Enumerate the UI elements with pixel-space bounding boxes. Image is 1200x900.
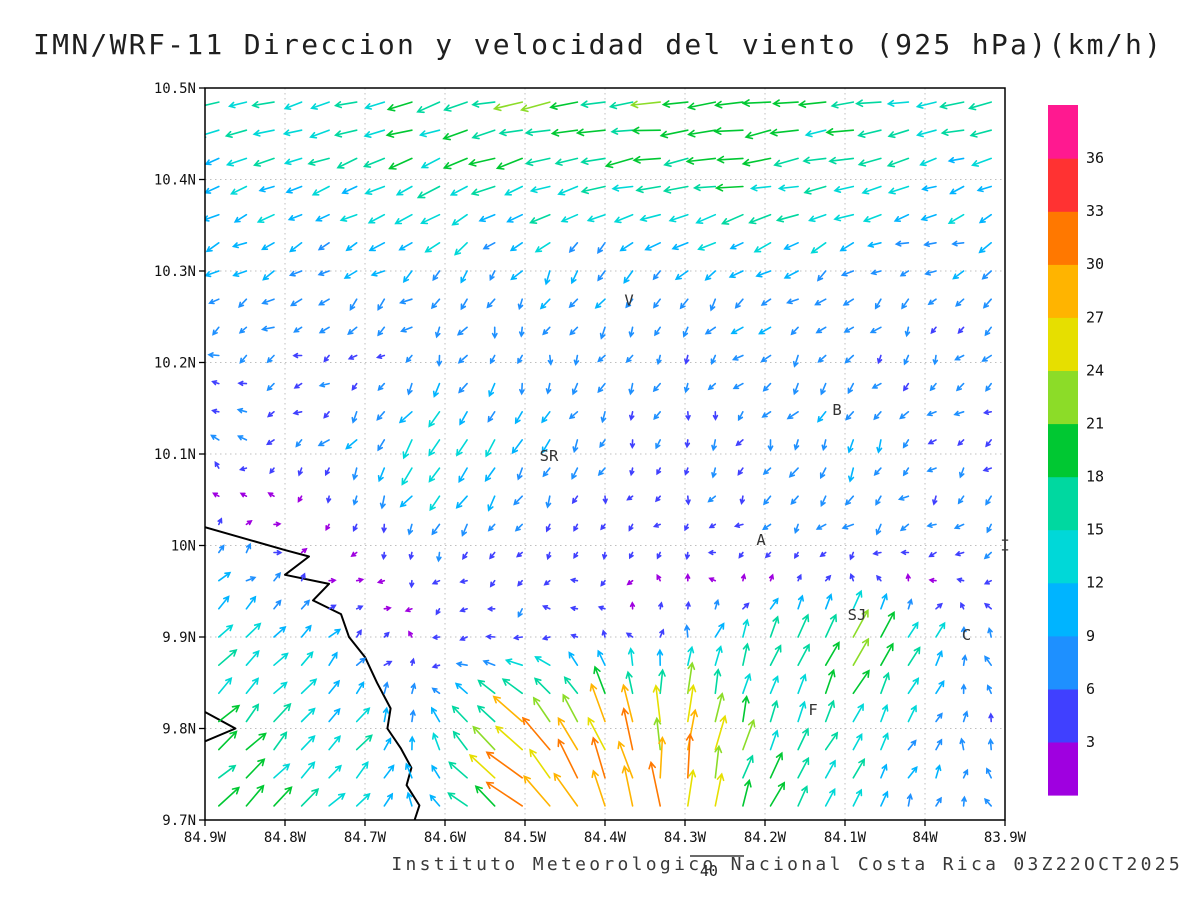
svg-text:84.9W: 84.9W (184, 830, 227, 846)
svg-text:9: 9 (1086, 627, 1095, 645)
svg-text:C: C (962, 626, 971, 644)
svg-text:12: 12 (1086, 574, 1104, 592)
svg-text:9.7N: 9.7N (162, 813, 196, 829)
svg-text:24: 24 (1086, 361, 1104, 379)
svg-text:30: 30 (1086, 255, 1104, 273)
svg-text:21: 21 (1086, 415, 1104, 433)
svg-text:B: B (832, 401, 841, 419)
svg-text:84.8W: 84.8W (264, 830, 307, 846)
chart-title: IMN/WRF-11 Direccion y velocidad del vie… (33, 28, 1164, 61)
svg-text:27: 27 (1086, 308, 1104, 326)
colorbar (1048, 105, 1078, 796)
station-labels: V SR B A SJ C F I (540, 291, 1010, 719)
y-axis-labels: 9.7N 9.8N 9.9N 10N 10.1N 10.2N 10.3N 10.4N 10.5N (154, 81, 196, 829)
svg-text:F: F (808, 701, 817, 719)
svg-text:83.9W: 83.9W (984, 830, 1027, 846)
svg-text:84.1W: 84.1W (824, 830, 867, 846)
svg-text:A: A (756, 531, 766, 549)
svg-text:3: 3 (1086, 733, 1095, 751)
svg-text:V: V (624, 291, 633, 309)
svg-text:84.2W: 84.2W (744, 830, 787, 846)
svg-text:I: I (1000, 537, 1009, 555)
svg-text:9.9N: 9.9N (162, 630, 196, 646)
svg-text:84.4W: 84.4W (584, 830, 627, 846)
svg-text:84.5W: 84.5W (504, 830, 547, 846)
svg-text:10N: 10N (171, 539, 196, 555)
svg-text:SR: SR (540, 447, 559, 465)
reference-vector: 40 (690, 855, 744, 880)
svg-text:10.4N: 10.4N (154, 173, 196, 189)
wind-arrows (205, 99, 994, 807)
svg-text:84.6W: 84.6W (424, 830, 467, 846)
svg-text:15: 15 (1086, 521, 1104, 539)
svg-text:18: 18 (1086, 468, 1104, 486)
svg-text:9.8N: 9.8N (162, 722, 196, 738)
svg-text:10.3N: 10.3N (154, 264, 196, 280)
svg-text:10.1N: 10.1N (154, 447, 196, 463)
x-axis-labels: 84.9W 84.8W 84.7W 84.6W 84.5W 84.4W 84.3W 84.2W… (184, 830, 1027, 846)
footer-credit: Instituto Meteorologico Nacional Costa R… (391, 854, 1183, 875)
svg-text:84.3W: 84.3W (664, 830, 707, 846)
svg-text:36: 36 (1086, 149, 1104, 167)
svg-text:84W: 84W (912, 830, 938, 846)
svg-text:84.7W: 84.7W (344, 830, 387, 846)
svg-text:6: 6 (1086, 680, 1095, 698)
reference-vector-label: 40 (700, 862, 718, 880)
coastline (205, 526, 421, 820)
svg-text:10.5N: 10.5N (154, 81, 196, 97)
svg-text:10.2N: 10.2N (154, 356, 196, 372)
svg-text:SJ: SJ (848, 606, 867, 624)
axis-ticks (199, 87, 1006, 826)
svg-text:33: 33 (1086, 202, 1104, 220)
